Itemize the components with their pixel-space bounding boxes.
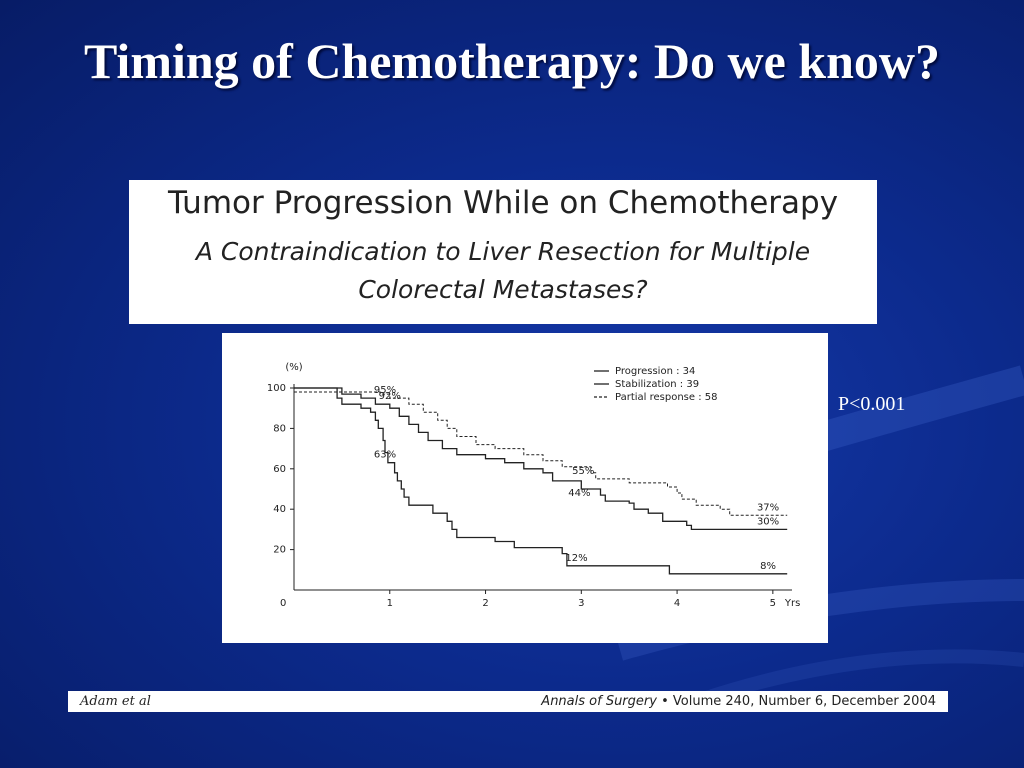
series-2-data-label-0: 95% (374, 385, 396, 396)
legend-label-1: Stabilization : 39 (615, 379, 699, 390)
series-line-2 (294, 391, 788, 516)
y-tick-label-4: 100 (267, 383, 286, 394)
y-tick-label-1: 40 (273, 504, 286, 515)
footer-bullet: • (661, 694, 669, 709)
series-line-0 (294, 387, 788, 575)
y-tick-label-3: 80 (273, 423, 286, 434)
series-line-1 (294, 387, 788, 531)
slide-title: Timing of Chemotherapy: Do we know? (83, 33, 941, 89)
series-2-data-label-2: 37% (757, 502, 779, 513)
survival-chart-svg: 20 40 60 80 100 0 1 2 3 4 5 Yrs (%) 63% 12% 8% Progressi… (267, 362, 800, 609)
footer-author: Adam et al (80, 694, 151, 709)
x-tick-label-0: 0 (280, 598, 286, 609)
paper-title: Tumor Progression While on Chemotherapy (167, 185, 839, 221)
paper-subtitle: A Contraindication to Liver Resection fo… (195, 237, 811, 304)
paper-header: Tumor Progression While on Chemotherapy … (129, 180, 877, 324)
series-0-data-label-2: 8% (760, 561, 776, 572)
footer-journal: Annals of Surgery (541, 694, 657, 709)
footer-citation: Annals of Surgery • Volume 240, Number 6… (541, 691, 936, 712)
citation-footer: Adam et al Annals of Surgery • Volume 24… (68, 691, 948, 712)
x-tick-label-5: 5 (770, 598, 776, 609)
survival-chart: 20 40 60 80 100 0 1 2 3 4 5 Yrs (%) 63% 12% 8% Progressi… (222, 333, 828, 643)
y-tick-label-2: 60 (273, 464, 286, 475)
x-tick-label-4: 4 (674, 598, 680, 609)
y-tick-label-0: 20 (273, 545, 286, 556)
x-tick-label-2: 2 (482, 598, 488, 609)
x-unit-label: Yrs (784, 598, 800, 609)
x-tick-label-3: 3 (578, 598, 584, 609)
p-value: P<0.001 (838, 393, 906, 415)
series-0-data-label-1: 12% (565, 553, 587, 564)
series-1-data-label-1: 44% (568, 488, 590, 499)
legend-label-0: Progression : 34 (615, 366, 695, 377)
series-2-data-label-1: 55% (572, 466, 594, 477)
series-1-data-label-2: 30% (757, 516, 779, 527)
legend-label-2: Partial response : 58 (615, 392, 717, 403)
footer-volume: Volume 240, Number 6, December 2004 (672, 694, 936, 709)
y-axis-label: (%) (285, 362, 302, 373)
x-tick-label-1: 1 (387, 598, 393, 609)
series-0-data-label-0: 63% (374, 450, 396, 461)
